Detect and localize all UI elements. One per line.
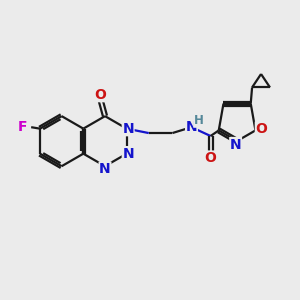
Text: H: H [194, 114, 204, 127]
Text: O: O [205, 151, 217, 165]
Text: N: N [122, 122, 134, 136]
Text: N: N [230, 138, 242, 152]
Text: N: N [122, 147, 134, 161]
Text: N: N [99, 162, 111, 176]
Text: O: O [255, 122, 267, 136]
Text: F: F [18, 120, 27, 134]
Text: N: N [186, 120, 197, 134]
Text: O: O [95, 88, 106, 102]
